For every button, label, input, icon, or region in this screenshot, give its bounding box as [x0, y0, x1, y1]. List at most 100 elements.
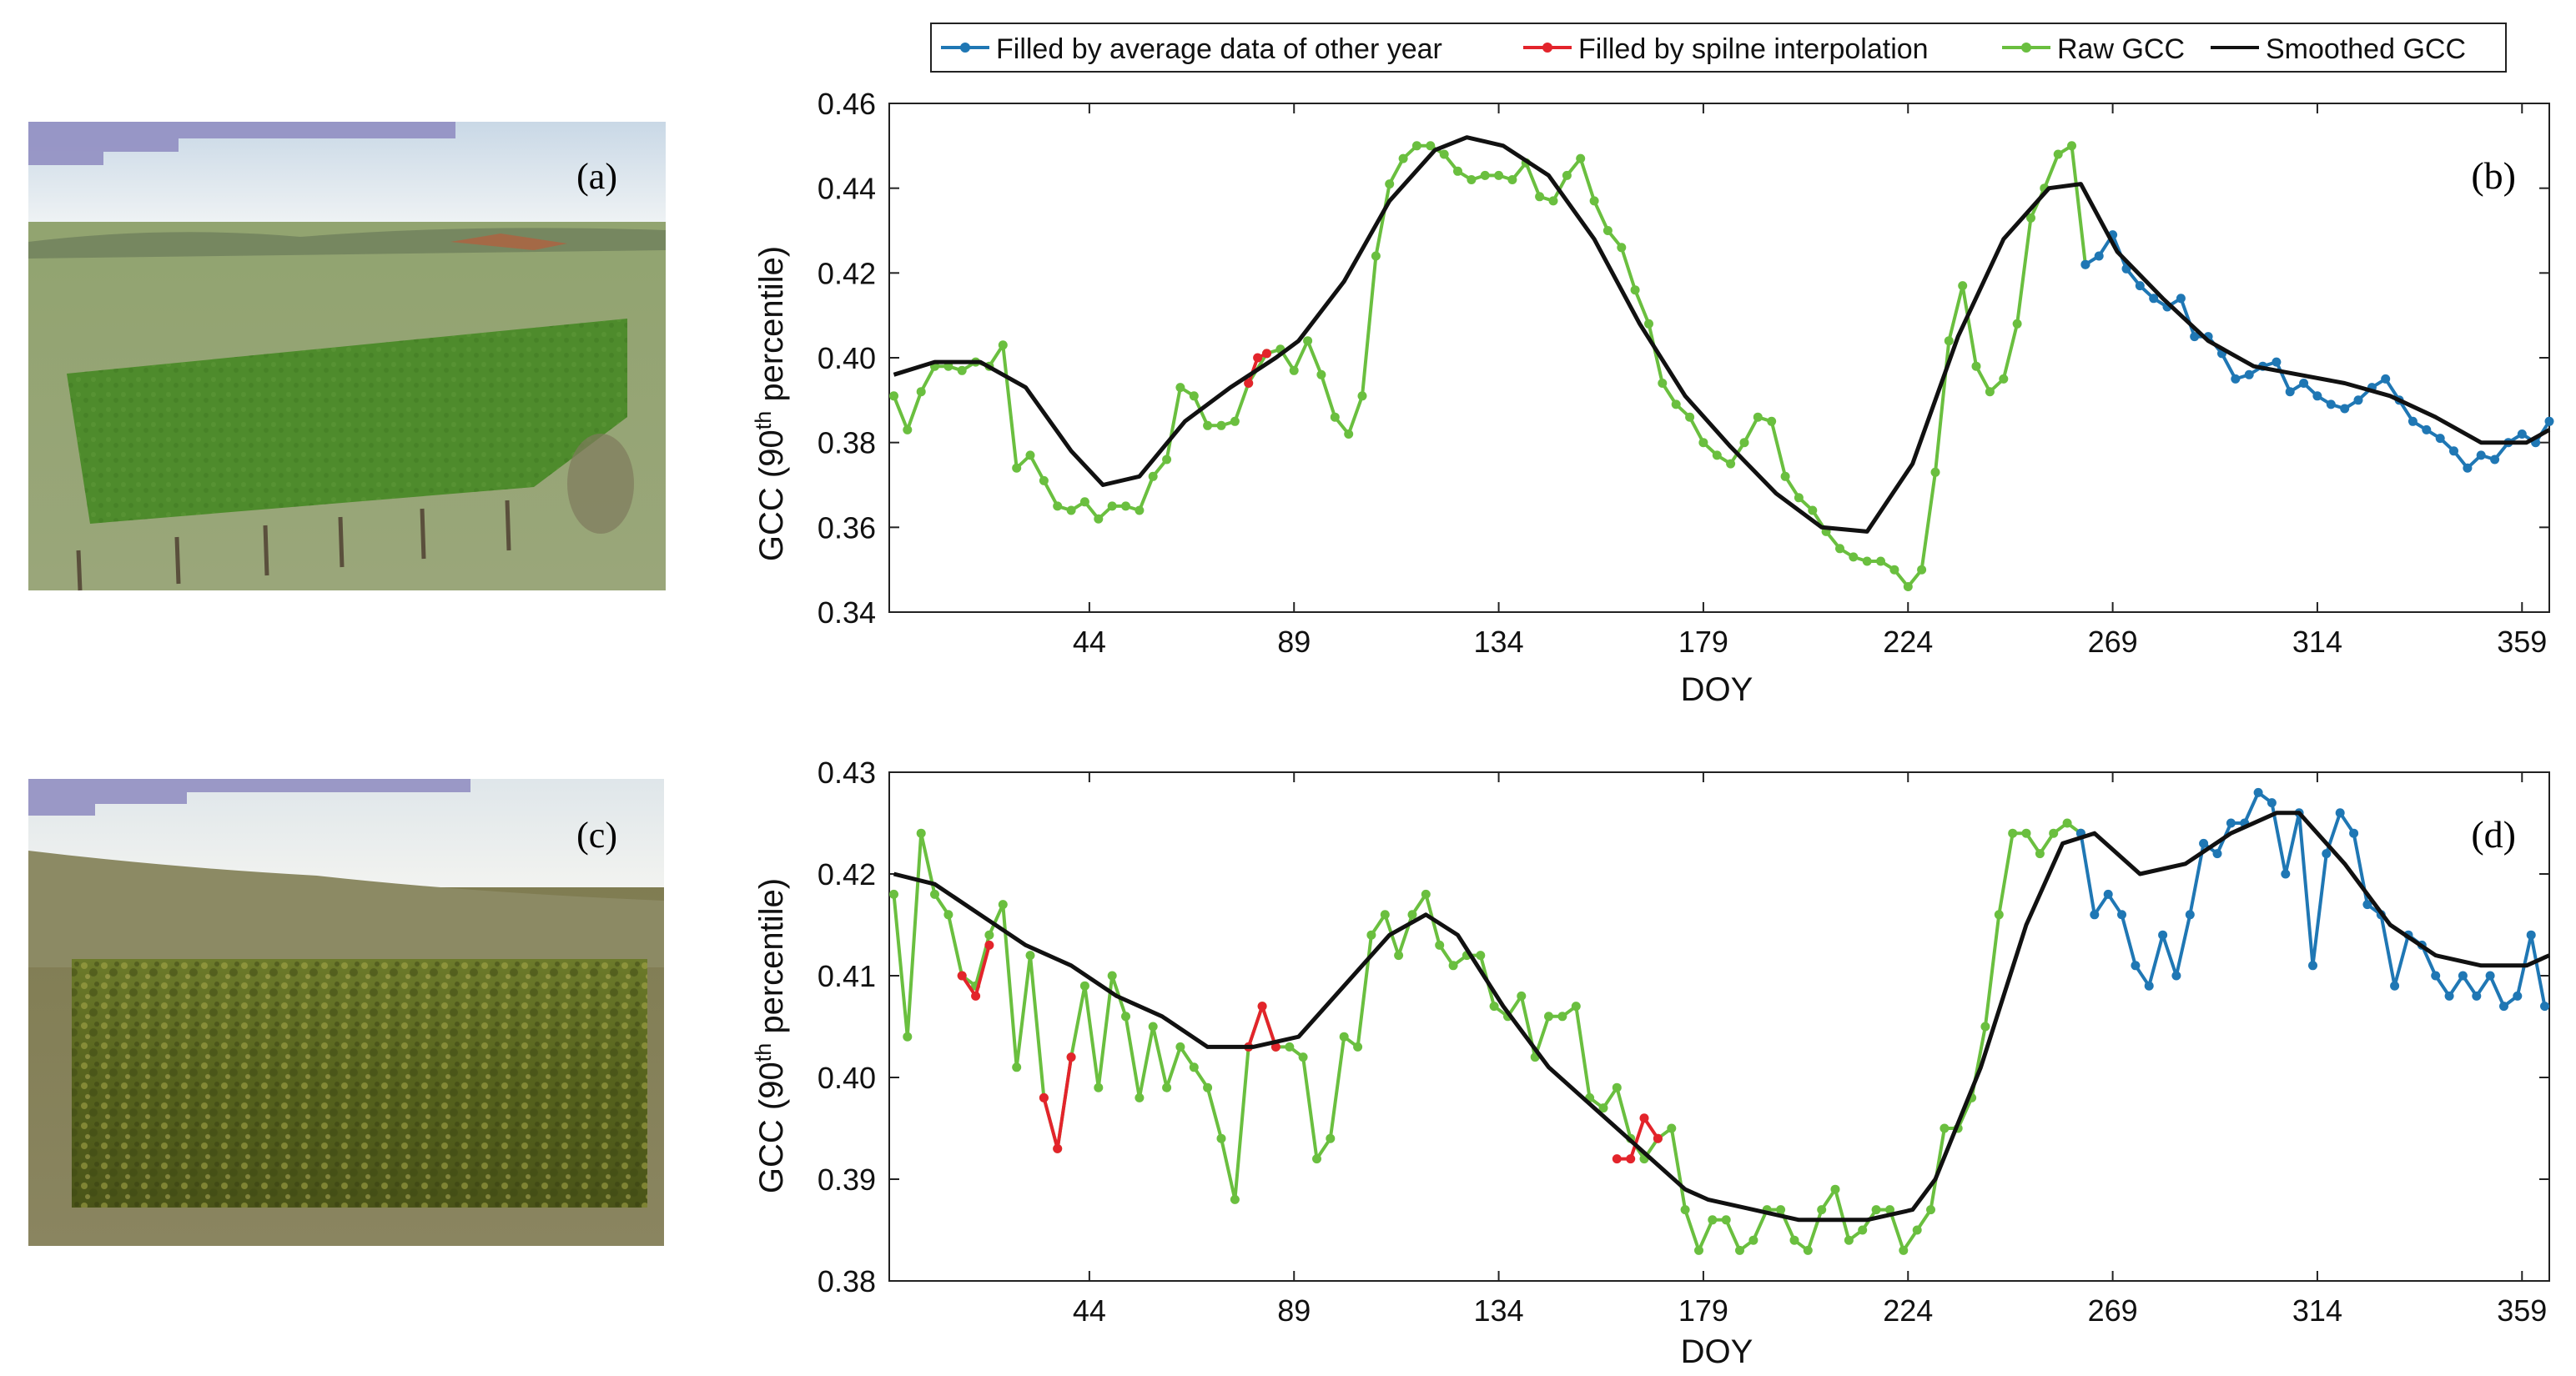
- chart-d-point-raw: [1830, 1184, 1840, 1194]
- chart-b-point-raw: [1794, 493, 1804, 503]
- chart-d-point-raw: [1667, 1123, 1677, 1133]
- chart-d-point-raw: [1025, 951, 1035, 961]
- chart-b-point-raw: [1066, 505, 1076, 515]
- chart-b-point-raw: [1385, 179, 1395, 189]
- chart-b-point-spline: [1262, 349, 1271, 359]
- chart-d-point-avgfill: [2390, 981, 2400, 991]
- chart-b-ytick-label-0: 0.34: [818, 595, 876, 630]
- chart-d-point-spline: [1653, 1133, 1663, 1143]
- chart-d-point-raw: [1940, 1123, 1950, 1133]
- chart-b-point-raw: [1917, 565, 1927, 575]
- chart-b-point-raw: [1079, 497, 1089, 507]
- chart-b-point-raw: [1189, 391, 1199, 401]
- chart-b-point-avgfill: [2490, 454, 2500, 465]
- chart-d-point-avgfill: [2472, 991, 2482, 1001]
- chart-d-point-raw: [1776, 1205, 1786, 1215]
- chart-d-point-avgfill: [2281, 869, 2291, 879]
- chart-b-point-raw: [1835, 544, 1844, 554]
- chart-d-point-raw: [1476, 951, 1486, 961]
- chart-d-point-raw: [1885, 1205, 1894, 1215]
- chart-b-point-raw: [1862, 556, 1872, 566]
- chart-b-series-raw-line: [892, 143, 2087, 589]
- chart-d-xtick-label-44: 44: [1073, 1293, 1106, 1328]
- chart-b-point-raw: [1371, 251, 1381, 261]
- chart-d-point-avgfill: [2144, 981, 2154, 991]
- chart-d-point-raw: [1189, 1062, 1199, 1072]
- chart-b-point-avgfill: [2340, 404, 2350, 414]
- photo-a: (a): [28, 122, 666, 591]
- legend-label-red: Filled by spilne interpolation: [1578, 33, 1929, 65]
- chart-d-point-raw: [1312, 1154, 1321, 1164]
- chart-b-ytick-label-3: 0.40: [818, 341, 876, 375]
- chart-d-point-raw: [1571, 1002, 1581, 1012]
- chart-b-point-raw: [1494, 170, 1504, 180]
- chart-d-point-raw: [1612, 1082, 1622, 1092]
- chart-d-point-raw: [1148, 1022, 1158, 1032]
- photo-c: (c): [28, 779, 664, 1246]
- chart-b-point-raw: [1685, 412, 1695, 422]
- photo-label-c: (c): [576, 815, 617, 856]
- chart-b-point-raw: [1780, 471, 1790, 481]
- chart-b-point-raw: [1876, 556, 1885, 566]
- chart-b-xtick-label-179: 179: [1678, 625, 1728, 659]
- chart-b-point-raw: [1094, 514, 1104, 524]
- chart-b-point-raw: [1439, 149, 1449, 159]
- chart-b-point-raw: [1175, 383, 1185, 393]
- chart-b-xtick-label-359: 359: [2497, 625, 2547, 659]
- legend: Filled by average data of other year Fil…: [930, 23, 2507, 73]
- chart-d-point-spline: [1257, 1002, 1267, 1012]
- chart-b-point-raw: [1467, 175, 1477, 184]
- chart-b-series-smoothed-line: [893, 135, 2551, 534]
- chart-d-point-raw: [1721, 1215, 1731, 1225]
- chart-b-point-avgfill: [2121, 264, 2131, 274]
- chart-b-point-raw: [2012, 319, 2022, 329]
- chart-b-point-raw: [1958, 281, 1968, 291]
- chart-b-xtick-label-314: 314: [2292, 625, 2342, 659]
- chart-d-point-avgfill: [2513, 991, 2523, 1001]
- chart-b-point-raw: [1999, 374, 2009, 384]
- chart-b: (b) DOY GCC (90th percentile) 44 89 134 179…: [751, 87, 2554, 708]
- chart-b-label: (b): [2471, 154, 2516, 197]
- chart-d-point-avgfill: [2431, 971, 2441, 981]
- chart-d-point-avgfill: [2444, 991, 2454, 1001]
- chart-d-point-raw: [1844, 1235, 1854, 1245]
- chart-b-point-raw: [1712, 450, 1722, 460]
- chart-d-point-spline: [1270, 1042, 1280, 1052]
- chart-b-xtick-label-44: 44: [1073, 625, 1106, 659]
- chart-b-point-raw: [1644, 319, 1653, 329]
- chart-b-point-raw: [1808, 505, 1818, 515]
- chart-d-point-raw: [1871, 1205, 1881, 1215]
- chart-b-point-spline: [1253, 353, 1263, 363]
- chart-d-point-avgfill: [2253, 787, 2263, 797]
- chart-d-point-raw: [1517, 991, 1527, 1001]
- chart-b-point-raw: [1548, 196, 1558, 206]
- chart-b-point-avgfill: [2544, 416, 2554, 426]
- chart-d-point-raw: [1448, 961, 1458, 971]
- chart-d-point-raw: [1489, 1002, 1499, 1012]
- fence-posts: [76, 500, 511, 591]
- chart-d-point-raw: [916, 828, 926, 838]
- legend-marker-red: [1542, 43, 1552, 53]
- chart-d-point-raw: [1012, 1062, 1022, 1072]
- chart-d-xtick-label-224: 224: [1883, 1293, 1933, 1328]
- chart-b-point-raw: [1767, 416, 1777, 426]
- chart-d-point-raw: [1175, 1042, 1185, 1052]
- chart-d-point-spline: [984, 940, 994, 950]
- chart-d-point-raw: [1079, 981, 1089, 991]
- chart-b-point-raw: [1671, 399, 1681, 409]
- chart-d-point-raw: [2035, 849, 2045, 859]
- chart-d-point-raw: [2049, 828, 2059, 838]
- chart-b-ytick-label-5: 0.44: [818, 172, 876, 206]
- chart-b-point-raw: [1012, 463, 1022, 473]
- chart-d-point-avgfill: [2103, 889, 2113, 899]
- chart-b-point-avgfill: [2449, 446, 2458, 456]
- chart-d-point-avgfill: [2362, 900, 2372, 910]
- chart-d: (d) DOY GCC (90th percentile) 44 89 134 179…: [751, 756, 2551, 1370]
- chart-b-ytick-label-2: 0.38: [818, 426, 876, 460]
- chart-d-ytick-label-2: 0.40: [818, 1061, 876, 1095]
- chart-b-point-raw: [1602, 226, 1613, 235]
- chart-b-point-avgfill: [2094, 251, 2104, 261]
- chart-d-point-raw: [1858, 1225, 1868, 1235]
- chart-b-ylabel-prefix: GCC (90: [753, 429, 790, 561]
